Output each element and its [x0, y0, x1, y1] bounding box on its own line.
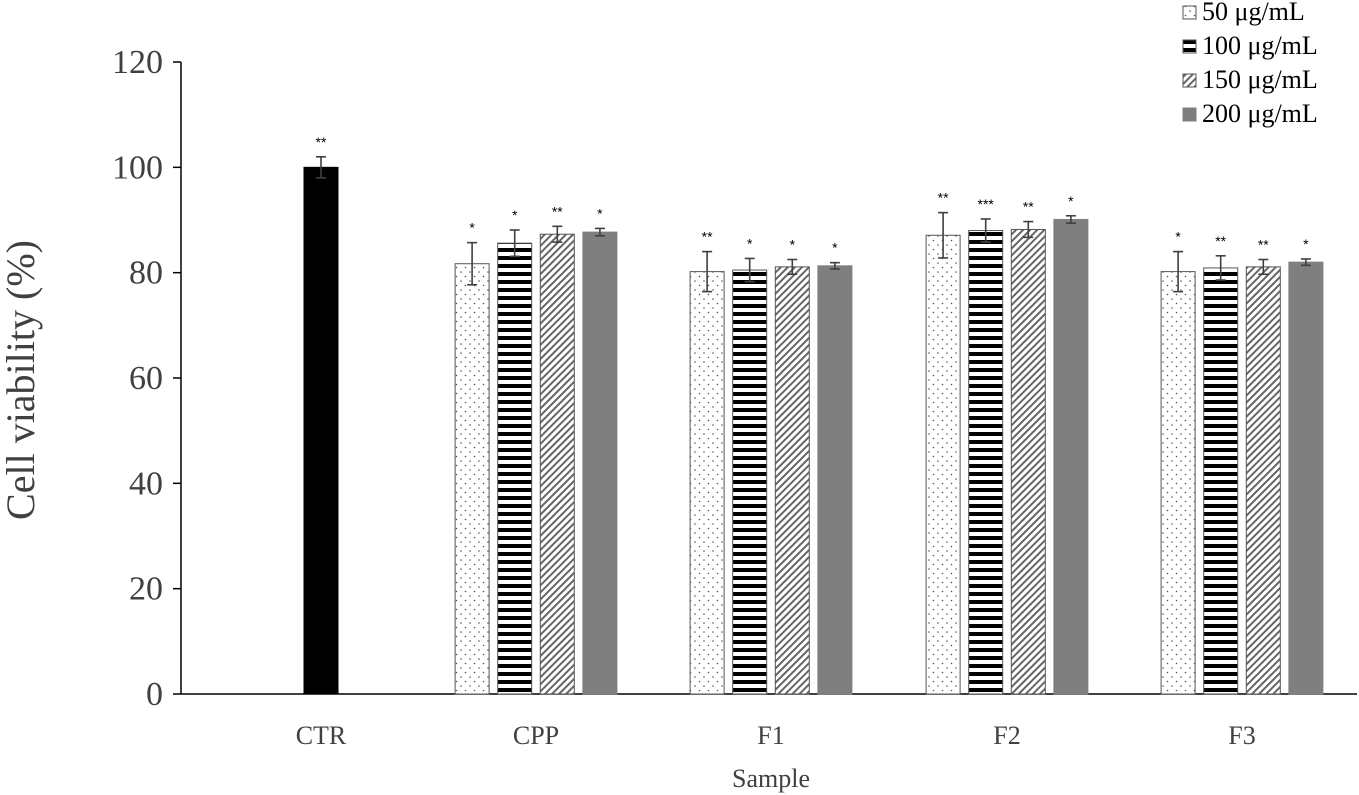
significance-label: * — [832, 240, 838, 256]
significance-label: * — [1175, 229, 1181, 245]
significance-label: * — [469, 220, 475, 236]
x-axis-label: Sample — [732, 764, 810, 793]
significance-label: * — [1303, 236, 1309, 252]
significance-label: * — [597, 205, 603, 221]
bar — [1010, 228, 1046, 695]
legend: 50 μg/mL 100 μg/mL 150 μg/mL 200 μg/mL — [1182, 0, 1318, 128]
legend-swatch — [1182, 39, 1197, 54]
bar — [1160, 271, 1196, 695]
significance-label: * — [790, 237, 796, 253]
significance-label: * — [747, 235, 753, 251]
significance-label: ** — [316, 134, 327, 150]
y-tick-label: 60 — [129, 360, 163, 397]
significance-label: * — [512, 207, 518, 223]
bar — [539, 233, 575, 695]
x-tick-label: CPP — [513, 721, 559, 750]
significance-label: ** — [1023, 199, 1034, 215]
bar — [1288, 261, 1324, 695]
x-tick-label: F3 — [1228, 721, 1255, 750]
significance-label: ** — [1215, 233, 1226, 249]
x-tick-label: CTR — [296, 721, 347, 750]
legend-swatch — [1182, 107, 1197, 122]
bars: ************************** — [303, 134, 1324, 695]
significance-label: ** — [552, 203, 563, 219]
significance-label: * — [1068, 193, 1074, 209]
significance-label: *** — [978, 196, 995, 212]
legend-swatch — [1182, 73, 1197, 88]
y-tick-label: 0 — [146, 676, 163, 713]
legend-swatch — [1182, 5, 1197, 20]
bar — [1245, 266, 1281, 695]
bar — [732, 269, 768, 695]
y-axis-label: Cell viability (%) — [0, 240, 43, 520]
significance-label: ** — [702, 229, 713, 245]
axes: 0 20 40 60 80 100 120 CTR CPP F1 F2 F3 — [112, 44, 1357, 750]
y-tick-label: 20 — [129, 571, 163, 608]
bar — [925, 234, 961, 695]
legend-label: 150 μg/mL — [1202, 65, 1318, 94]
legend-label: 100 μg/mL — [1202, 31, 1318, 60]
bar — [1053, 218, 1089, 695]
x-tick-label: F2 — [993, 721, 1020, 750]
bar — [497, 242, 533, 695]
x-tick-label: F1 — [757, 721, 784, 750]
y-tick-label: 100 — [112, 149, 163, 186]
significance-label: ** — [938, 190, 949, 206]
y-tick-label: 40 — [129, 465, 163, 502]
bar — [774, 266, 810, 695]
legend-label: 50 μg/mL — [1202, 0, 1305, 26]
bar — [303, 166, 339, 695]
y-tick-label: 120 — [112, 44, 163, 81]
bar — [968, 230, 1004, 695]
bar — [454, 263, 490, 695]
y-tick-label: 80 — [129, 255, 163, 292]
significance-label: ** — [1258, 237, 1269, 253]
bar — [1203, 267, 1239, 695]
bar — [582, 231, 618, 695]
legend-label: 200 μg/mL — [1202, 99, 1318, 128]
bar — [689, 271, 725, 695]
bar — [817, 265, 853, 695]
